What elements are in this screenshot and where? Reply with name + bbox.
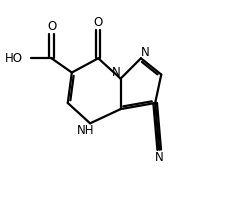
Text: HO: HO [5, 52, 23, 65]
Text: N: N [112, 66, 120, 79]
Text: O: O [93, 16, 102, 29]
Text: O: O [47, 20, 56, 33]
Text: N: N [154, 151, 163, 164]
Text: NH: NH [77, 124, 94, 137]
Text: N: N [140, 46, 149, 59]
